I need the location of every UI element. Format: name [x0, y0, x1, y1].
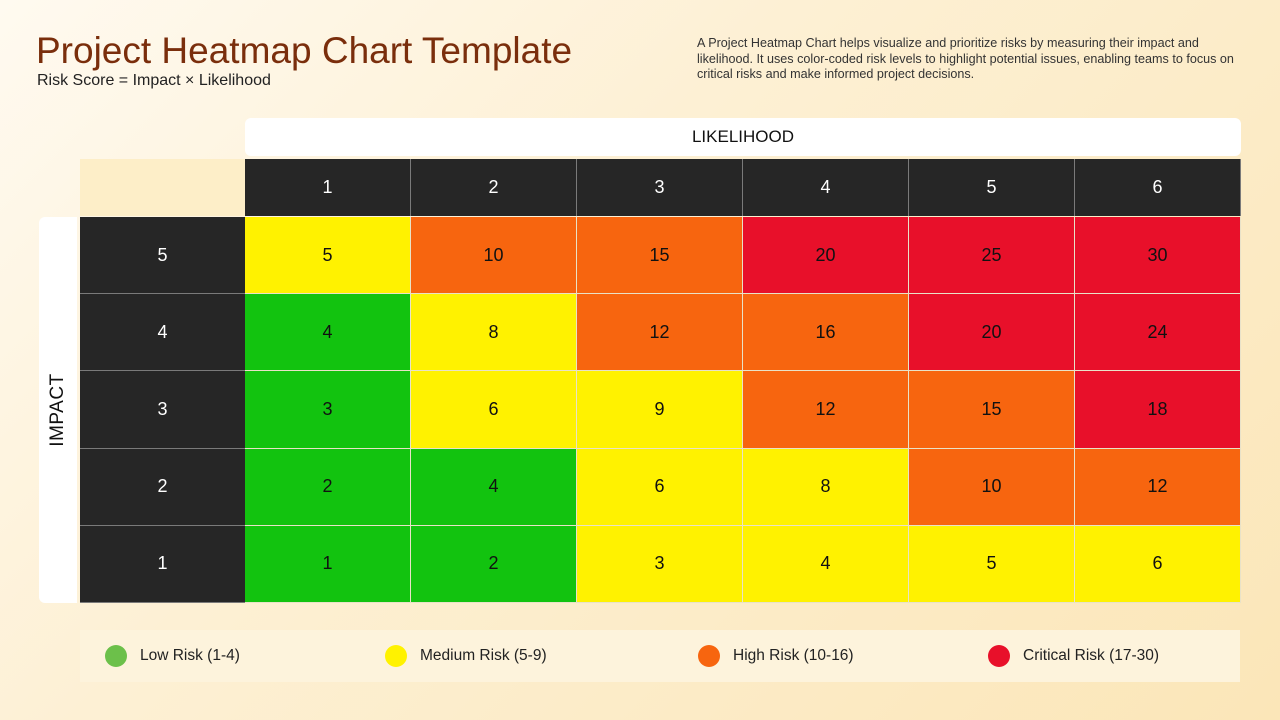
- risk-cell-impact-2-likelihood-1: 2: [245, 448, 411, 526]
- risk-cell-impact-2-likelihood-6: 12: [1075, 448, 1241, 526]
- risk-cell-impact-3-likelihood-6: 18: [1075, 371, 1241, 449]
- legend-item: Low Risk (1-4): [105, 630, 240, 682]
- risk-cell-impact-1-likelihood-1: 1: [245, 525, 411, 603]
- legend-item: High Risk (10-16): [698, 630, 854, 682]
- likelihood-header-1: 1: [245, 159, 411, 216]
- grid-corner-cell: [80, 159, 245, 216]
- risk-cell-impact-4-likelihood-5: 20: [909, 294, 1075, 372]
- risk-cell-impact-2-likelihood-5: 10: [909, 448, 1075, 526]
- risk-cell-impact-1-likelihood-3: 3: [577, 525, 743, 603]
- impact-axis-bar: [39, 217, 77, 603]
- impact-header-4: 4: [80, 294, 245, 372]
- risk-legend: Low Risk (1-4) Medium Risk (5-9) High Risk…: [80, 630, 1240, 682]
- likelihood-header-4: 4: [743, 159, 909, 216]
- legend-label: Medium Risk (5-9): [420, 647, 547, 664]
- impact-header-5: 5: [80, 217, 245, 295]
- risk-cell-impact-2-likelihood-2: 4: [411, 448, 577, 526]
- impact-header-3: 3: [80, 371, 245, 449]
- likelihood-header-5: 5: [909, 159, 1075, 216]
- risk-cell-impact-4-likelihood-2: 8: [411, 294, 577, 372]
- risk-cell-impact-4-likelihood-3: 12: [577, 294, 743, 372]
- risk-cell-impact-1-likelihood-4: 4: [743, 525, 909, 603]
- risk-cell-impact-3-likelihood-4: 12: [743, 371, 909, 449]
- risk-cell-impact-5-likelihood-3: 15: [577, 217, 743, 295]
- impact-axis-label: IMPACT: [47, 373, 68, 447]
- likelihood-header-3: 3: [577, 159, 743, 216]
- page-subtitle: Risk Score = Impact × Likelihood: [37, 72, 271, 89]
- page-title: Project Heatmap Chart Template: [36, 30, 573, 71]
- risk-cell-impact-5-likelihood-5: 25: [909, 217, 1075, 295]
- legend-label: Low Risk (1-4): [140, 647, 240, 664]
- risk-cell-impact-2-likelihood-3: 6: [577, 448, 743, 526]
- likelihood-axis-bar: LIKELIHOOD: [245, 118, 1241, 156]
- impact-header-2: 2: [80, 448, 245, 526]
- legend-label: High Risk (10-16): [733, 647, 854, 664]
- risk-cell-impact-3-likelihood-2: 6: [411, 371, 577, 449]
- legend-dot-icon: [698, 645, 720, 667]
- risk-cell-impact-2-likelihood-4: 8: [743, 448, 909, 526]
- risk-cell-impact-3-likelihood-5: 15: [909, 371, 1075, 449]
- risk-cell-impact-1-likelihood-5: 5: [909, 525, 1075, 603]
- likelihood-axis-label: LIKELIHOOD: [691, 127, 795, 146]
- risk-cell-impact-1-likelihood-2: 2: [411, 525, 577, 603]
- risk-cell-impact-3-likelihood-3: 9: [577, 371, 743, 449]
- likelihood-header-2: 2: [411, 159, 577, 216]
- impact-header-1: 1: [80, 525, 245, 603]
- chart-description: A Project Heatmap Chart helps visualize …: [697, 36, 1234, 81]
- legend-dot-icon: [105, 645, 127, 667]
- risk-cell-impact-5-likelihood-1: 5: [245, 217, 411, 295]
- risk-cell-impact-5-likelihood-4: 20: [743, 217, 909, 295]
- legend-item: Medium Risk (5-9): [385, 630, 547, 682]
- risk-cell-impact-3-likelihood-1: 3: [245, 371, 411, 449]
- risk-cell-impact-5-likelihood-2: 10: [411, 217, 577, 295]
- legend-dot-icon: [385, 645, 407, 667]
- risk-cell-impact-5-likelihood-6: 30: [1075, 217, 1241, 295]
- likelihood-header-6: 6: [1075, 159, 1241, 216]
- risk-cell-impact-4-likelihood-4: 16: [743, 294, 909, 372]
- risk-cell-impact-4-likelihood-1: 4: [245, 294, 411, 372]
- legend-dot-icon: [988, 645, 1010, 667]
- legend-label: Critical Risk (17-30): [1023, 647, 1160, 664]
- risk-cell-impact-4-likelihood-6: 24: [1075, 294, 1241, 372]
- risk-cell-impact-1-likelihood-6: 6: [1075, 525, 1241, 603]
- legend-item: Critical Risk (17-30): [988, 630, 1159, 682]
